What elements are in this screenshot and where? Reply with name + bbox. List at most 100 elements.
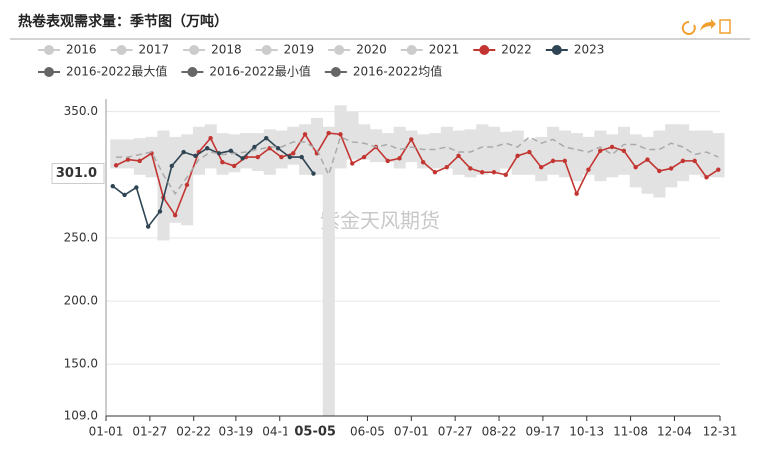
band-segment bbox=[275, 130, 288, 169]
legend-item[interactable]: 2016-2022最大值 bbox=[38, 64, 167, 79]
data-point bbox=[193, 153, 198, 159]
band-segment bbox=[440, 126, 453, 169]
band-segment bbox=[204, 124, 217, 169]
data-point bbox=[409, 137, 414, 142]
legend-label: 2016-2022最大值 bbox=[66, 64, 167, 79]
x-tick-label: 01-27 bbox=[132, 425, 167, 439]
band-segment bbox=[641, 136, 654, 194]
data-point bbox=[361, 154, 367, 160]
refresh-icon[interactable] bbox=[681, 20, 696, 35]
band-segment bbox=[417, 134, 430, 169]
data-point bbox=[692, 158, 697, 164]
legend-label: 2020 bbox=[356, 43, 387, 57]
legend-label: 2016-2022最小值 bbox=[209, 64, 310, 79]
data-point bbox=[216, 151, 222, 156]
legend-marker bbox=[334, 45, 345, 55]
series-line bbox=[116, 135, 719, 196]
data-point bbox=[279, 154, 284, 160]
x-tick-label: 09-17 bbox=[525, 425, 560, 439]
band-segment bbox=[299, 124, 312, 175]
legend-item[interactable]: 2016-2022均值 bbox=[324, 64, 442, 79]
data-point bbox=[299, 154, 304, 160]
series-line bbox=[112, 137, 315, 229]
data-point bbox=[657, 168, 662, 174]
legend-item[interactable]: 2021 bbox=[400, 43, 460, 57]
band-segment bbox=[712, 133, 725, 178]
data-point bbox=[420, 159, 426, 165]
data-point bbox=[515, 153, 520, 159]
legend-marker bbox=[187, 67, 198, 77]
data-point bbox=[311, 171, 316, 176]
legend-item[interactable]: 2019 bbox=[255, 43, 315, 57]
band-segment bbox=[322, 126, 335, 417]
toolbar[interactable] bbox=[681, 19, 731, 35]
y-tick-label: 200.0 bbox=[64, 294, 98, 308]
data-point bbox=[205, 146, 210, 151]
data-point bbox=[252, 144, 257, 150]
legend-marker bbox=[44, 67, 54, 77]
data-point bbox=[255, 154, 261, 160]
x-tick-label: 12-31 bbox=[703, 425, 738, 439]
data-point bbox=[338, 132, 343, 137]
y-tick-label: 250.0 bbox=[64, 230, 98, 244]
band-segment bbox=[547, 126, 560, 175]
legend-marker bbox=[551, 45, 562, 55]
data-point bbox=[397, 156, 402, 161]
data-point bbox=[137, 158, 142, 164]
x-tick-label: 07-27 bbox=[438, 425, 473, 439]
x-tick-label: 01-01 bbox=[89, 425, 124, 439]
data-point bbox=[122, 192, 127, 198]
data-point bbox=[503, 172, 508, 177]
data-point bbox=[145, 224, 151, 229]
y-tick-label: 109.0 bbox=[64, 409, 98, 423]
legend-item[interactable]: 2020 bbox=[328, 43, 387, 57]
data-point bbox=[240, 156, 245, 161]
legend-marker bbox=[116, 45, 127, 55]
data-point bbox=[456, 153, 461, 159]
legend-item[interactable]: 2022 bbox=[473, 43, 532, 57]
data-point bbox=[181, 149, 186, 155]
band-segment bbox=[499, 131, 512, 169]
band-segment bbox=[523, 139, 536, 175]
band-segment bbox=[558, 130, 572, 178]
band-segment bbox=[310, 117, 324, 175]
data-point bbox=[231, 163, 237, 169]
band-segment bbox=[346, 111, 359, 160]
legend-item[interactable]: 2016 bbox=[38, 43, 97, 57]
image-icon[interactable] bbox=[719, 19, 731, 34]
data-point bbox=[184, 182, 190, 188]
data-point bbox=[264, 135, 269, 141]
band-segment bbox=[488, 126, 501, 173]
data-point bbox=[609, 144, 615, 150]
band-segment bbox=[606, 134, 619, 178]
legend-label: 2016 bbox=[66, 43, 97, 57]
legend-marker bbox=[189, 45, 200, 55]
band-segment bbox=[251, 133, 265, 171]
legend-marker bbox=[330, 67, 341, 77]
band-segment bbox=[594, 130, 607, 182]
data-point bbox=[479, 170, 485, 175]
data-point bbox=[468, 166, 473, 171]
data-point bbox=[220, 159, 225, 165]
legend-item[interactable]: 2017 bbox=[110, 43, 170, 57]
legend-item[interactable]: 2023 bbox=[545, 43, 605, 57]
legend-label: 2022 bbox=[501, 43, 532, 57]
data-point bbox=[134, 185, 139, 190]
x-tick-label: 07-01 bbox=[394, 425, 429, 439]
x-tick-label: 02-22 bbox=[176, 425, 211, 439]
band-segment bbox=[700, 130, 713, 178]
x-tick-label: 12-04 bbox=[657, 425, 692, 439]
crosshair-y-label: 301.0 bbox=[56, 166, 97, 181]
legend-item[interactable]: 2018 bbox=[183, 43, 242, 57]
data-point bbox=[538, 164, 544, 170]
legend-item[interactable]: 2016-2022最小值 bbox=[181, 64, 311, 79]
band-segment bbox=[535, 136, 548, 182]
crosshair-x-box bbox=[287, 422, 344, 442]
share-icon[interactable] bbox=[700, 19, 716, 31]
band-segment bbox=[133, 138, 146, 175]
data-point bbox=[169, 163, 174, 169]
data-point bbox=[326, 130, 331, 136]
legend-label: 2021 bbox=[429, 43, 460, 57]
band-segment bbox=[358, 124, 371, 160]
band-segment bbox=[653, 130, 666, 198]
